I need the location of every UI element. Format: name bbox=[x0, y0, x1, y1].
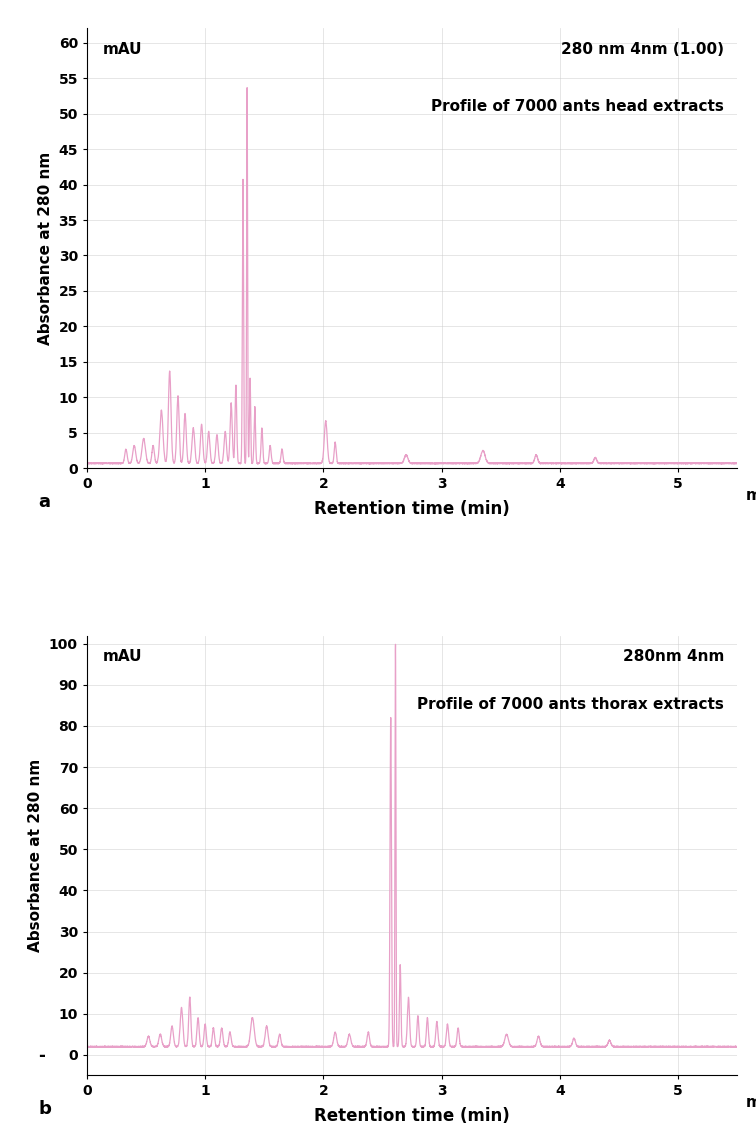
Y-axis label: Absorbance at 280 nm: Absorbance at 280 nm bbox=[29, 759, 43, 953]
Text: mi: mi bbox=[745, 488, 756, 503]
Text: b: b bbox=[39, 1100, 51, 1119]
Text: a: a bbox=[39, 494, 51, 511]
X-axis label: Retention time (min): Retention time (min) bbox=[314, 500, 510, 518]
Text: 280 nm 4nm (1.00): 280 nm 4nm (1.00) bbox=[561, 42, 724, 57]
X-axis label: Retention time (min): Retention time (min) bbox=[314, 1107, 510, 1124]
Text: -: - bbox=[39, 1047, 45, 1065]
Text: mAU: mAU bbox=[103, 649, 143, 663]
Y-axis label: Absorbance at 280 nm: Absorbance at 280 nm bbox=[38, 151, 53, 345]
Text: 280nm 4nm: 280nm 4nm bbox=[623, 649, 724, 663]
Text: Profile of 7000 ants head extracts: Profile of 7000 ants head extracts bbox=[431, 99, 724, 114]
Text: mAU: mAU bbox=[103, 42, 143, 57]
Text: Profile of 7000 ants thorax extracts: Profile of 7000 ants thorax extracts bbox=[417, 698, 724, 712]
Text: mi: mi bbox=[745, 1095, 756, 1110]
